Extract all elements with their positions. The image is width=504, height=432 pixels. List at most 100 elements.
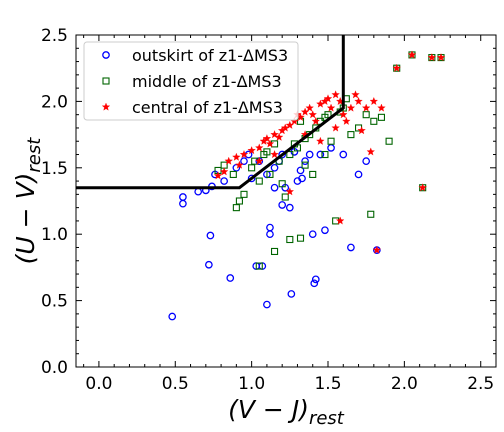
x-tick-label: 0.5: [162, 374, 189, 394]
star-point: [331, 123, 340, 132]
square-point: [240, 190, 248, 198]
circle-point: [240, 157, 248, 166]
circle-point: [296, 166, 305, 175]
circle-point: [305, 150, 314, 159]
star-point: [262, 134, 272, 143]
square-point: [377, 113, 386, 121]
square-point: [286, 235, 294, 244]
square-point: [281, 193, 289, 201]
y-tick-label: 2.5: [41, 26, 68, 46]
star-point: [346, 103, 356, 112]
circle-point: [301, 157, 309, 166]
square-point: [367, 210, 375, 218]
star-point: [270, 130, 279, 139]
star-point: [377, 103, 386, 112]
star-point: [357, 126, 366, 135]
star-point: [323, 94, 333, 103]
circle-point: [226, 274, 235, 282]
circle-point: [316, 150, 325, 159]
square-point: [263, 148, 271, 156]
circle-point: [263, 300, 271, 309]
circle-point: [270, 163, 279, 172]
circle-point: [179, 199, 187, 208]
circle-point: [266, 230, 274, 239]
x-axis-label: (V − J)rest: [228, 395, 345, 429]
circle-point: [247, 174, 256, 183]
square-point: [286, 150, 294, 159]
circle-point: [287, 290, 296, 298]
circle-point: [220, 177, 228, 185]
square-point: [248, 164, 256, 172]
plot-area: [75, 34, 497, 368]
star-point: [213, 171, 223, 180]
square-point: [347, 131, 355, 139]
star-point: [331, 90, 340, 99]
star-point: [311, 116, 320, 125]
square-point: [255, 262, 263, 270]
square-point: [266, 170, 274, 178]
star-point: [265, 139, 275, 148]
circle-point: [278, 201, 287, 209]
y-axis-label: (U − V)rest: [11, 137, 45, 265]
star-point: [255, 143, 264, 152]
square-point: [220, 161, 228, 169]
star-point: [255, 156, 264, 165]
square-point: [232, 204, 240, 212]
star-point: [232, 152, 241, 161]
star-point: [305, 103, 314, 112]
y-axis-label-main: (U − V): [11, 173, 40, 265]
square-point: [235, 197, 243, 205]
square-point: [255, 177, 263, 185]
star-point: [436, 53, 446, 62]
y-tick-label: 2.0: [41, 92, 68, 112]
circle-point: [321, 226, 329, 235]
circle-point: [298, 174, 306, 183]
star-point: [339, 110, 348, 119]
circle-point: [347, 243, 355, 252]
star-point: [239, 150, 249, 159]
x-tick-label: 1.5: [314, 374, 341, 394]
square-point: [362, 111, 370, 119]
x-tick-label: 1.0: [238, 374, 265, 394]
square-point: [309, 170, 317, 178]
circle-point: [339, 150, 348, 159]
legend-label: outskirt of z1-ΔMS3: [132, 46, 288, 65]
legend-box: [83, 41, 299, 121]
y-axis-label-sub: rest: [24, 137, 45, 173]
legend-label: central of z1-ΔMS3: [132, 98, 283, 117]
circle-point: [311, 275, 320, 284]
y-tick-label: 0.0: [41, 358, 68, 378]
circle-point: [285, 203, 294, 212]
circle-point: [308, 230, 317, 239]
square-point: [385, 137, 393, 145]
circle-point: [327, 144, 335, 152]
square-point: [370, 117, 378, 125]
legend: outskirt of z1-ΔMS3 middle of z1-ΔMS3 cent…: [83, 41, 299, 121]
star-point: [224, 156, 233, 165]
square-point: [278, 180, 286, 188]
circle-point: [310, 279, 319, 288]
circle-point: [270, 183, 279, 192]
legend-marker-circle: [102, 51, 110, 59]
circle-point: [179, 193, 187, 201]
square-point: [296, 234, 305, 242]
x-axis-label-sub: rest: [309, 408, 345, 429]
star-point: [418, 183, 427, 192]
square-point: [327, 137, 335, 145]
circle-point: [205, 260, 213, 269]
star-point: [351, 90, 360, 99]
star-point: [361, 103, 371, 112]
star-point: [407, 50, 417, 59]
circle-point: [194, 187, 203, 196]
star-point: [354, 96, 363, 105]
star-point: [235, 160, 244, 169]
circle-point: [206, 231, 215, 240]
tick-marks: [76, 34, 497, 368]
star-point: [270, 150, 279, 159]
y-tick-label: 0.5: [41, 292, 68, 312]
x-tick-label: 2.0: [391, 374, 418, 394]
star-point: [219, 167, 229, 176]
x-axis-label-main: (V − J): [228, 395, 309, 424]
star-point: [316, 136, 325, 145]
y-tick-label: 1.5: [41, 159, 68, 179]
